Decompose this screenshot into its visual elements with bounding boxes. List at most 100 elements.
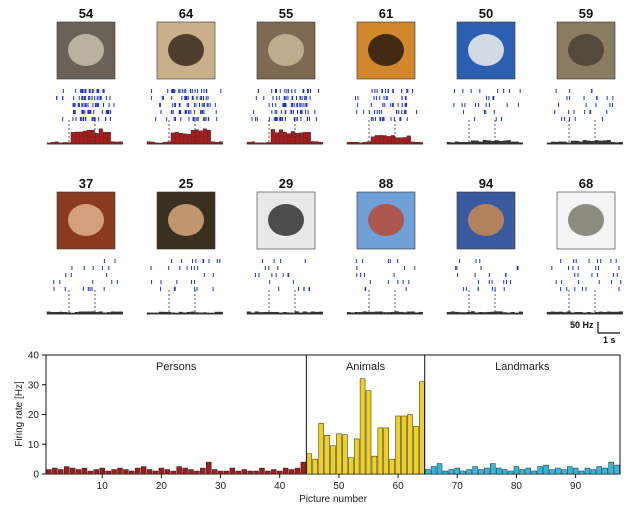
- bar: [507, 470, 514, 475]
- bar: [312, 458, 318, 475]
- spike-raster: [150, 89, 222, 121]
- stimulus-panel: 25: [146, 176, 223, 315]
- x-tick-label: 10: [97, 481, 109, 492]
- psth-bar: [546, 311, 551, 315]
- bar: [490, 463, 496, 475]
- bar: [294, 467, 301, 475]
- psth-bar: [54, 311, 59, 315]
- psth-bar: [66, 312, 71, 315]
- picture-number: 54: [79, 6, 94, 21]
- psth-bar: [66, 142, 71, 145]
- psth-bar: [506, 140, 511, 145]
- psth-bar: [218, 141, 223, 145]
- bar: [543, 464, 549, 475]
- psth-bar: [550, 311, 555, 315]
- bar: [602, 467, 608, 475]
- psth-bar: [478, 312, 483, 315]
- psth-bar: [354, 312, 359, 315]
- bar: [596, 466, 603, 475]
- rhino-photo: [556, 21, 616, 80]
- psth-bar: [274, 311, 279, 315]
- psth-bar: [594, 140, 599, 145]
- psth-bar: [386, 136, 391, 145]
- psth-bar: [606, 311, 611, 315]
- bar: [531, 470, 537, 475]
- psth-bar: [74, 131, 79, 145]
- bar: [63, 466, 70, 475]
- psth-bar: [502, 140, 507, 145]
- psth-bar: [350, 142, 355, 145]
- psth-bar: [410, 311, 415, 315]
- psth-bar: [398, 137, 403, 145]
- psth-bar: [58, 142, 63, 145]
- spike-raster: [53, 259, 118, 291]
- tiger-photo: [356, 21, 416, 80]
- psth-bar: [454, 141, 459, 145]
- psth-bar: [250, 141, 255, 145]
- psth-bar: [478, 141, 483, 145]
- psth-bar: [294, 133, 299, 145]
- bar: [336, 433, 342, 475]
- psth-bar: [118, 141, 123, 145]
- psth-bar: [290, 312, 295, 315]
- bar: [117, 467, 123, 475]
- bar: [566, 466, 573, 475]
- psth-bar: [78, 131, 83, 145]
- group-label-persons: Persons: [156, 361, 197, 373]
- bar: [158, 467, 165, 475]
- stimulus-panel: 59: [546, 6, 623, 145]
- psth-bar: [406, 311, 411, 315]
- psth-bar: [374, 311, 379, 315]
- psth-bar: [618, 142, 623, 145]
- bar: [484, 467, 490, 475]
- psth-bar: [586, 140, 591, 145]
- bar: [584, 467, 591, 475]
- picture-number: 29: [279, 176, 293, 191]
- mouse-photo: [256, 21, 316, 80]
- psth-bar: [354, 141, 359, 145]
- psth-bar: [566, 142, 571, 145]
- psth-bar: [158, 142, 163, 145]
- psth-bar: [270, 311, 275, 315]
- x-tick-label: 80: [511, 481, 523, 492]
- psth-bar: [486, 140, 491, 145]
- psth-bar: [350, 312, 355, 315]
- bar: [200, 467, 206, 475]
- psth-bar: [614, 311, 619, 315]
- psth-bar: [186, 133, 191, 145]
- bar: [271, 469, 277, 475]
- psth-bar: [374, 135, 379, 145]
- bar: [211, 469, 218, 475]
- picture-number: 50: [479, 6, 493, 21]
- psth-bar: [470, 311, 475, 315]
- psth-bar: [206, 129, 211, 145]
- psth-bar: [274, 132, 279, 145]
- psth-bar: [306, 312, 311, 315]
- monkey-photo: [56, 21, 116, 80]
- psth-bar: [102, 312, 107, 315]
- psth-bar: [610, 141, 615, 145]
- psth-bar: [598, 140, 603, 145]
- psth-bar: [378, 311, 383, 315]
- psth-bar: [154, 312, 159, 315]
- psth: [146, 120, 223, 145]
- stimulus-panel: 29: [246, 176, 323, 315]
- psth-bar: [286, 133, 291, 145]
- bar: [377, 427, 384, 475]
- psth-bar: [474, 312, 479, 315]
- bar: [87, 470, 94, 475]
- psth-bar: [150, 141, 155, 145]
- psth-bar: [514, 141, 519, 145]
- bar: [164, 469, 171, 475]
- bar: [555, 467, 561, 475]
- bar: [472, 466, 478, 475]
- psth-bar: [358, 312, 363, 315]
- stimulus-panel: 94: [446, 176, 523, 315]
- psth-bar: [382, 312, 387, 315]
- psth: [46, 290, 123, 315]
- scale-bar-time: 1 s: [603, 335, 616, 345]
- psth-bar: [186, 311, 191, 315]
- group-label-landmarks: Landmarks: [495, 361, 550, 373]
- bar: [478, 469, 484, 475]
